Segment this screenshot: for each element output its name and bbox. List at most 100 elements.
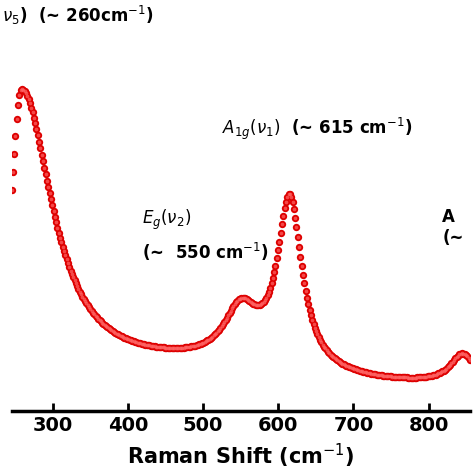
Point: [138, 340, 146, 347]
Point: [41, 164, 48, 172]
Point: [157, 344, 165, 351]
Point: [67, 267, 74, 274]
Point: [26, 100, 34, 107]
Point: [46, 190, 54, 197]
Point: [251, 301, 258, 308]
Point: [156, 343, 164, 351]
Point: [377, 371, 384, 379]
Point: [75, 285, 82, 293]
Point: [365, 369, 373, 377]
Point: [445, 362, 453, 370]
Point: [326, 349, 333, 357]
Point: [201, 338, 209, 346]
Point: [252, 301, 260, 309]
Point: [173, 344, 181, 352]
Point: [428, 372, 436, 380]
Point: [31, 119, 39, 127]
Point: [85, 303, 93, 311]
Point: [115, 331, 123, 339]
Point: [142, 341, 149, 348]
Point: [466, 356, 474, 364]
Point: [139, 340, 146, 348]
Point: [269, 274, 277, 282]
Point: [240, 294, 248, 302]
Point: [374, 371, 382, 379]
Point: [87, 305, 94, 313]
Point: [374, 371, 382, 379]
Point: [100, 320, 107, 328]
Point: [191, 342, 199, 349]
Point: [184, 343, 191, 351]
Point: [408, 374, 416, 382]
Point: [230, 302, 237, 310]
Point: [55, 229, 63, 237]
Point: [152, 343, 160, 350]
Point: [445, 362, 453, 370]
Point: [26, 100, 34, 107]
Point: [42, 171, 49, 178]
Point: [50, 207, 57, 215]
Point: [34, 132, 42, 139]
Point: [255, 301, 262, 309]
Point: [292, 223, 300, 231]
Point: [155, 343, 163, 351]
Point: [421, 373, 429, 381]
Point: [220, 318, 228, 326]
Point: [315, 333, 323, 341]
Point: [150, 342, 157, 350]
Point: [134, 339, 141, 346]
Point: [461, 350, 468, 358]
Point: [239, 294, 246, 301]
Point: [43, 177, 51, 184]
Point: [48, 201, 56, 209]
Point: [110, 328, 118, 336]
Point: [410, 374, 417, 382]
Point: [161, 344, 169, 351]
Point: [421, 373, 429, 381]
Point: [286, 191, 294, 198]
Point: [423, 373, 430, 381]
Point: [372, 371, 379, 378]
Point: [398, 374, 405, 381]
Point: [43, 177, 51, 184]
Point: [357, 367, 365, 375]
Point: [390, 373, 398, 381]
Point: [440, 367, 447, 374]
Point: [163, 344, 170, 352]
Point: [394, 373, 401, 381]
Point: [94, 315, 102, 322]
Point: [146, 342, 153, 349]
Point: [14, 101, 22, 109]
Point: [202, 337, 210, 345]
Point: [270, 269, 278, 276]
Point: [138, 340, 146, 347]
Point: [281, 204, 289, 212]
Point: [102, 322, 110, 330]
Point: [437, 368, 445, 376]
Point: [275, 238, 283, 246]
Point: [38, 151, 46, 158]
Point: [459, 350, 467, 357]
Point: [436, 369, 443, 377]
Point: [237, 294, 245, 302]
Point: [283, 193, 291, 201]
Point: [452, 355, 459, 362]
Point: [45, 183, 52, 191]
Point: [345, 363, 353, 371]
Point: [378, 372, 386, 379]
Point: [8, 187, 15, 194]
Point: [29, 109, 36, 116]
Point: [444, 364, 451, 371]
Point: [324, 348, 332, 356]
Point: [258, 300, 266, 307]
Point: [9, 168, 17, 176]
Point: [206, 335, 214, 343]
Point: [295, 243, 303, 251]
Point: [436, 369, 443, 377]
Point: [260, 298, 267, 306]
Point: [68, 270, 76, 278]
Point: [389, 373, 396, 380]
Point: [373, 371, 381, 378]
Point: [457, 350, 465, 357]
Point: [181, 344, 189, 351]
